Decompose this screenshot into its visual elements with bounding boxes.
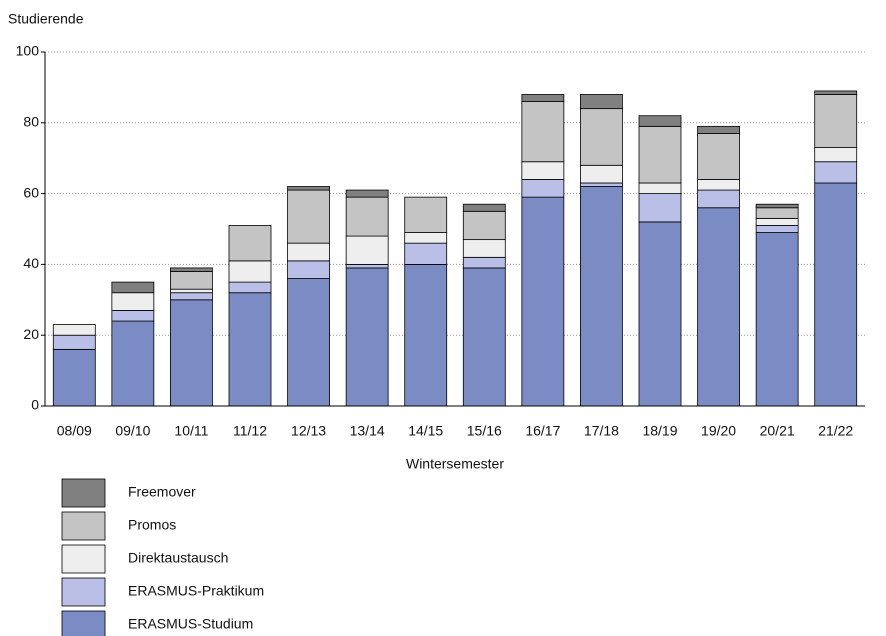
bar-segment: [345, 263, 389, 269]
bar-segment: [287, 189, 330, 244]
bar-segment: [638, 125, 682, 184]
bar-segment: [170, 292, 213, 301]
bar-segment: [228, 281, 272, 294]
bar-segment: [404, 196, 448, 233]
bar-segment: [228, 260, 272, 283]
bar-segment: [52, 348, 96, 407]
bar-segment: [580, 186, 623, 407]
bar-segment: [345, 235, 389, 265]
bar-segment: [814, 182, 858, 407]
x-tick-label: 15/16: [467, 423, 502, 439]
bar-segment: [170, 267, 213, 272]
bar-segment: [814, 161, 858, 184]
legend-swatch: [61, 478, 106, 508]
x-tick-label: 16/17: [525, 423, 560, 439]
bar-segment: [462, 239, 506, 258]
y-tick-label: 60: [23, 184, 39, 200]
bar-segment: [404, 232, 448, 244]
x-tick-label: 17/18: [584, 423, 619, 439]
bar-segment: [521, 161, 565, 180]
bar-segment: [521, 196, 565, 407]
legend-label: Promos: [128, 517, 176, 533]
bar-segment: [287, 186, 330, 191]
bar-segment: [638, 115, 682, 127]
x-tick-label: 10/11: [174, 423, 208, 439]
bar-segment: [345, 189, 389, 198]
bar-segment: [111, 310, 155, 322]
bar-segment: [521, 179, 565, 198]
bar-segment: [697, 207, 740, 407]
bar-segment: [52, 334, 96, 350]
x-tick-label: 09/10: [115, 423, 150, 439]
bar-segment: [580, 164, 623, 184]
x-tick-label: 21/22: [818, 423, 853, 439]
bar-segment: [755, 207, 799, 219]
legend-swatch: [61, 610, 106, 636]
bar-segment: [170, 271, 213, 290]
bar-segment: [404, 263, 448, 407]
bar-segment: [755, 225, 799, 233]
x-tick-label: 12/13: [291, 423, 326, 439]
bar-segment: [462, 267, 506, 407]
bar-segment: [814, 94, 858, 148]
bar-segment: [287, 278, 330, 407]
bar-segment: [697, 189, 740, 209]
bar-segment: [404, 242, 448, 265]
bar-segment: [462, 256, 506, 269]
bar-segment: [755, 232, 799, 407]
x-axis-label: Wintersemester: [406, 456, 504, 472]
x-tick-label: 20/21: [760, 423, 795, 439]
x-tick-label: 14/15: [408, 423, 443, 439]
legend-label: ERASMUS-Praktikum: [128, 583, 264, 599]
legend-label: ERASMUS-Studium: [128, 616, 253, 632]
bar-segment: [228, 292, 272, 407]
bar-segment: [755, 203, 799, 209]
legend-swatch: [61, 511, 106, 541]
y-tick-label: 40: [23, 255, 39, 271]
x-tick-label: 13/14: [350, 423, 385, 439]
x-tick-label: 19/20: [701, 423, 736, 439]
legend-swatch: [61, 544, 106, 574]
bar-segment: [638, 182, 682, 194]
bar-segment: [580, 108, 623, 166]
x-tick-label: 18/19: [642, 423, 677, 439]
legend-label: Freemover: [128, 484, 196, 500]
bar-segment: [521, 101, 565, 163]
bar-segment: [52, 324, 96, 336]
bar-segment: [697, 179, 740, 191]
legend-swatch: [61, 577, 106, 607]
x-tick-label: 11/12: [233, 423, 267, 439]
bar-segment: [462, 210, 506, 241]
bar-segment: [170, 299, 213, 407]
bar-segment: [697, 125, 740, 134]
bar-segment: [111, 292, 155, 311]
bar-segment: [521, 94, 565, 102]
bar-segment: [111, 320, 155, 407]
bar-segment: [287, 242, 330, 262]
y-tick-label: 100: [16, 43, 40, 59]
bar-segment: [814, 147, 858, 163]
bar-segment: [638, 221, 682, 407]
bar-segment: [170, 288, 213, 294]
bar-segment: [814, 90, 858, 95]
bar-segment: [638, 193, 682, 223]
x-tick-label: 08/09: [57, 423, 92, 439]
bar-segment: [462, 203, 506, 212]
y-tick-label: 20: [23, 326, 39, 342]
bar-segment: [697, 133, 740, 180]
bar-segment: [228, 225, 272, 262]
bar-segment: [345, 196, 389, 237]
legend-label: Direktaustausch: [128, 550, 228, 566]
y-axis-label: Studierende: [8, 11, 84, 27]
bar-segment: [111, 281, 155, 294]
y-tick-label: 80: [23, 114, 39, 130]
bar-segment: [287, 260, 330, 279]
y-tick-label: 0: [31, 397, 39, 413]
bar-segment: [580, 182, 623, 187]
bar-segment: [345, 267, 389, 407]
bar-segment: [755, 217, 799, 226]
bar-segment: [580, 94, 623, 110]
